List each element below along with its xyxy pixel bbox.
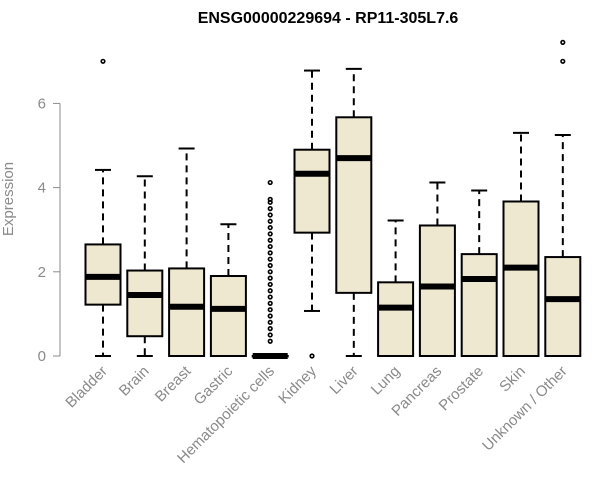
x-tick-label: Bladder bbox=[62, 363, 111, 412]
outlier-point bbox=[100, 58, 106, 64]
outlier-point bbox=[267, 224, 273, 231]
outlier-point bbox=[560, 39, 566, 45]
box-body bbox=[502, 200, 540, 357]
y-tick-label: 6 bbox=[38, 95, 46, 112]
outlier-point bbox=[267, 326, 273, 332]
box-body bbox=[544, 256, 582, 357]
outlier-point bbox=[267, 300, 273, 306]
box-body bbox=[293, 148, 331, 234]
outlier-point bbox=[267, 250, 273, 256]
box-liver bbox=[335, 67, 373, 357]
box-skin bbox=[502, 131, 540, 357]
outlier-point bbox=[267, 294, 273, 300]
outlier-point bbox=[267, 206, 273, 212]
outlier-point bbox=[267, 338, 273, 344]
outlier-point bbox=[267, 237, 273, 243]
x-tick-label: Kidney bbox=[275, 362, 320, 407]
outlier-point bbox=[267, 319, 273, 325]
box-body bbox=[209, 275, 247, 358]
outlier-point bbox=[267, 262, 273, 269]
x-tick-label: Breast bbox=[152, 362, 195, 405]
y-tick-label: 4 bbox=[38, 180, 46, 197]
y-tick-label: 0 bbox=[38, 348, 46, 365]
outlier-point bbox=[267, 179, 273, 186]
box-bladder bbox=[84, 58, 122, 357]
x-tick-label: Lung bbox=[368, 363, 404, 399]
y-tick-label: 2 bbox=[38, 264, 46, 281]
outlier-point bbox=[267, 243, 273, 250]
x-tick-label: Skin bbox=[496, 363, 529, 396]
box-prostate bbox=[460, 189, 498, 357]
outlier-point bbox=[267, 275, 273, 281]
outlier-point bbox=[267, 231, 273, 237]
outlier-point bbox=[309, 353, 315, 359]
x-tick-label: Liver bbox=[327, 363, 362, 398]
box-body bbox=[168, 267, 206, 358]
box-lung bbox=[377, 219, 415, 358]
outlier-point bbox=[267, 269, 273, 275]
outlier-point bbox=[560, 58, 566, 64]
box-brain bbox=[126, 175, 164, 357]
outlier-point bbox=[267, 212, 273, 218]
box-breast bbox=[168, 147, 206, 358]
outlier-point bbox=[267, 313, 273, 319]
outlier-point bbox=[267, 196, 273, 202]
outlier-point bbox=[267, 218, 273, 224]
box-body bbox=[335, 116, 373, 294]
box-kidney bbox=[293, 69, 331, 359]
box-body bbox=[460, 253, 498, 357]
chart-title: ENSG00000229694 - RP11-305L7.6 bbox=[198, 10, 459, 27]
boxes-group bbox=[84, 39, 582, 359]
box-pancreas bbox=[418, 181, 456, 357]
box-body bbox=[126, 269, 164, 338]
y-axis-label: Expression bbox=[0, 162, 17, 236]
box-body bbox=[377, 281, 415, 358]
outlier-point bbox=[267, 256, 273, 262]
box-body bbox=[418, 224, 456, 357]
outlier-point bbox=[267, 332, 273, 338]
x-tick-label: Prostate bbox=[435, 363, 487, 415]
box-gastric bbox=[209, 223, 247, 358]
y-axis: 0 2 4 6 bbox=[38, 95, 61, 365]
outlier-point bbox=[267, 307, 273, 313]
outlier-point bbox=[267, 288, 273, 294]
box-hematopoietic-cells bbox=[251, 179, 289, 359]
box-unknown-other bbox=[544, 39, 582, 357]
outlier-point bbox=[267, 281, 273, 288]
x-tick-label: Brain bbox=[116, 363, 153, 400]
